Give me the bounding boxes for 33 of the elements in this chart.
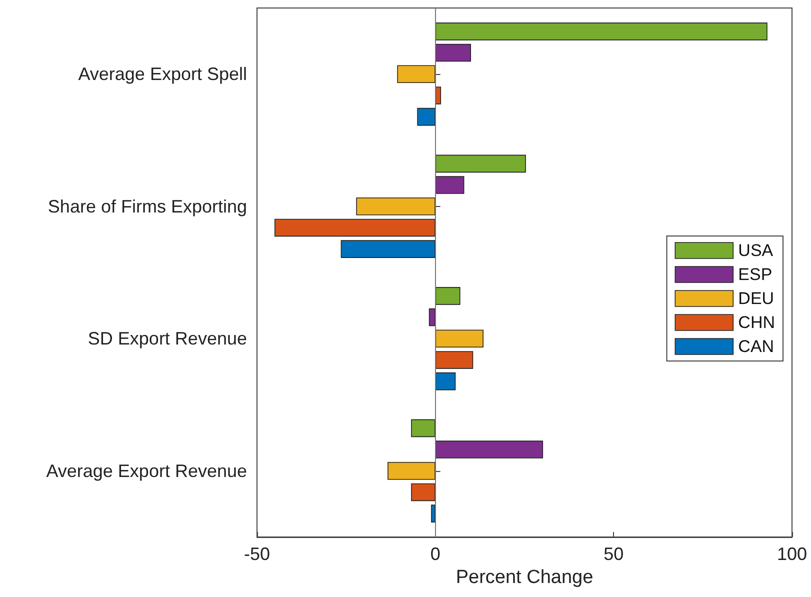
bar: [397, 65, 436, 84]
bar: [431, 504, 436, 522]
bar: [428, 308, 436, 326]
bar: [274, 218, 436, 237]
legend-label: USA: [738, 241, 774, 260]
bar: [435, 154, 526, 173]
legend-label: DEU: [738, 289, 774, 308]
bar: [435, 22, 768, 40]
bar: [388, 462, 436, 480]
bar: [435, 440, 544, 458]
y-tick-label: Share of Firms Exporting: [48, 196, 247, 216]
bar: [340, 240, 436, 258]
bar: [435, 287, 460, 305]
bar: [356, 197, 436, 216]
legend-label: CHN: [738, 313, 776, 332]
x-tick-label: 100: [776, 544, 808, 564]
y-tick-label: Average Export Revenue: [46, 460, 247, 481]
bar: [435, 176, 464, 194]
x-tick-label: 0: [430, 544, 440, 564]
x-tick-label: -50: [244, 544, 270, 564]
legend-label: ESP: [738, 265, 772, 284]
legend-label: CAN: [738, 337, 774, 356]
bar: [435, 372, 456, 390]
x-tick-label: 50: [604, 544, 624, 564]
bar: [435, 330, 484, 348]
bar: [411, 483, 436, 502]
bar: [435, 351, 474, 369]
x-axis-title: Percent Change: [456, 566, 594, 588]
bar: [435, 44, 471, 62]
y-tick-label: SD Export Revenue: [88, 328, 247, 349]
y-tick-label: Average Export Spell: [78, 64, 247, 84]
bar: [411, 419, 436, 438]
bar: [417, 108, 436, 126]
